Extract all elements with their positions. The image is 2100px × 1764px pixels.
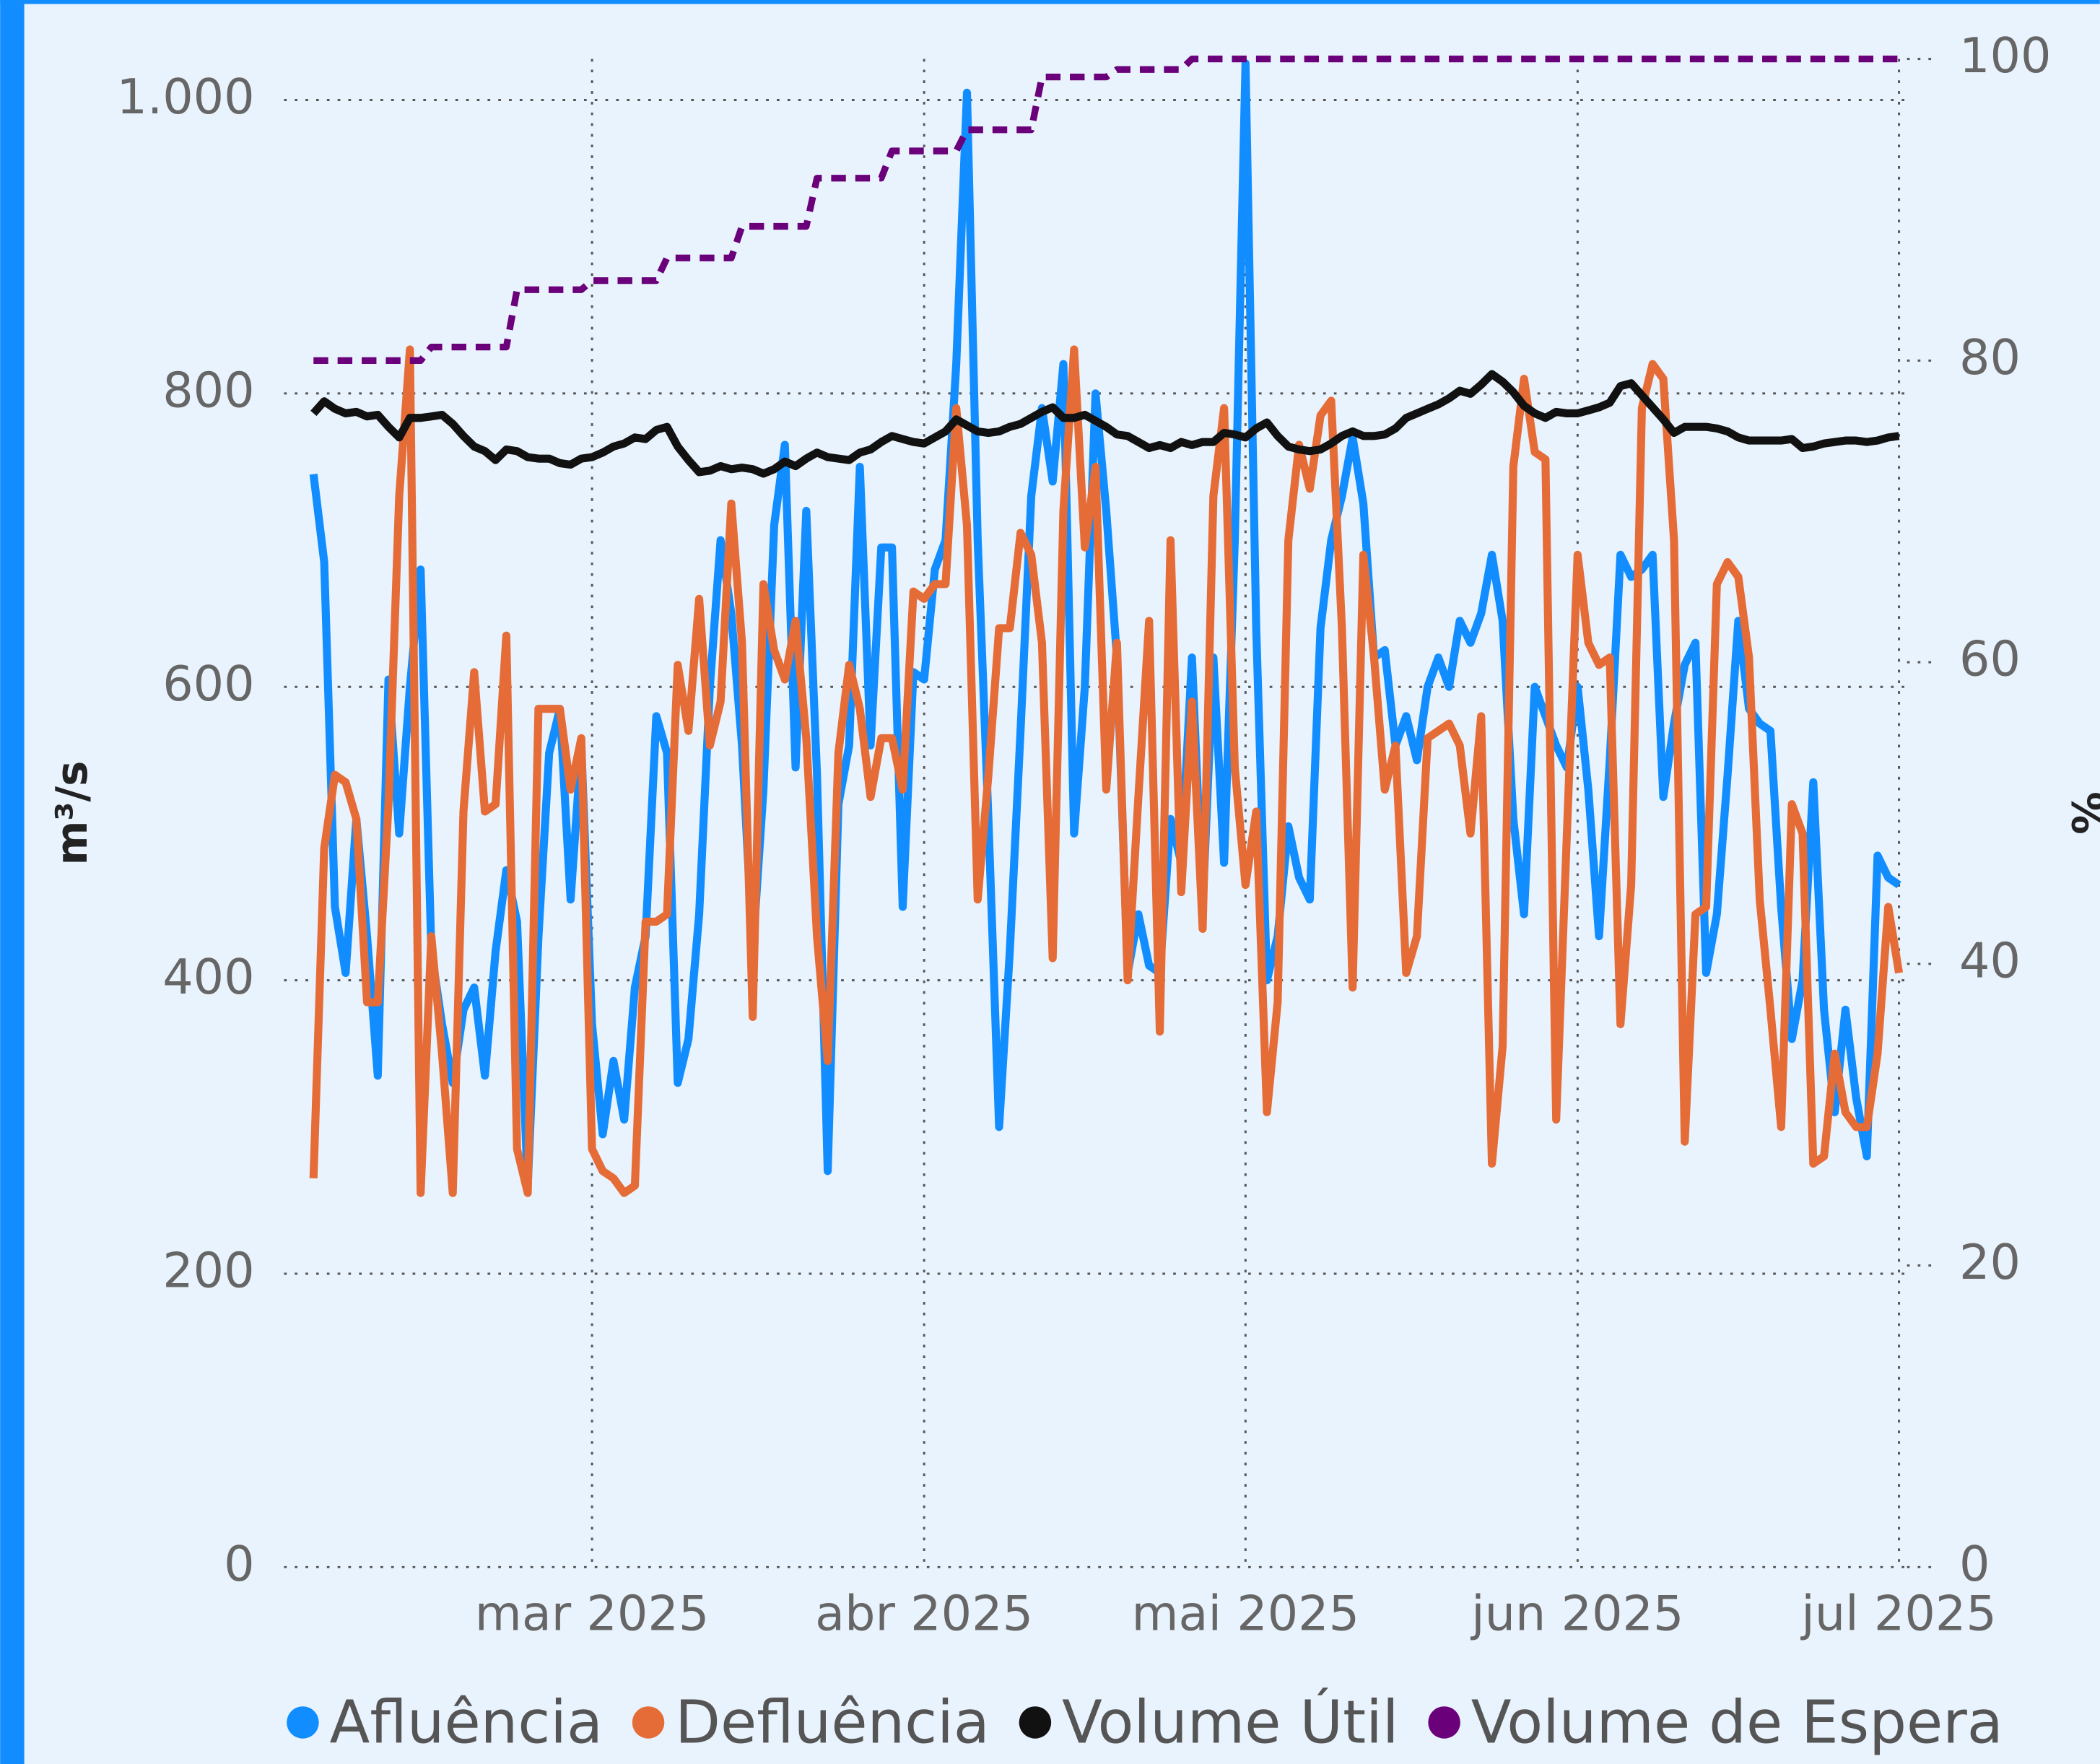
y-tick-label: 800: [162, 362, 254, 418]
x-tick-label: abr 2025: [815, 1585, 1033, 1641]
y-tick-label: 0: [224, 1536, 254, 1592]
y-tick-label: 1.000: [117, 69, 255, 125]
legend-marker: [632, 1706, 665, 1739]
left-border: [0, 0, 25, 1764]
x-tick-label: mar 2025: [475, 1585, 710, 1641]
legend-marker: [1019, 1706, 1052, 1739]
y-axis-title: m³/s: [47, 761, 97, 866]
y-tick-label: 600: [162, 656, 254, 712]
series-line: [313, 55, 1899, 364]
series-line: [309, 345, 1904, 1197]
legend-label: Defluência: [675, 1689, 990, 1758]
x-tick-label: mai 2025: [1132, 1585, 1360, 1641]
plot: [309, 55, 1904, 1197]
x-tick-label: jun 2025: [1470, 1585, 1683, 1641]
y2-axis-title: %: [2062, 791, 2100, 834]
legend-label: Volume Útil: [1062, 1687, 1399, 1758]
legend-marker: [287, 1706, 319, 1739]
y-tick-label: 200: [162, 1243, 254, 1299]
legend-label: Afluência: [330, 1689, 603, 1758]
y2-tick-label: 20: [1959, 1234, 2021, 1290]
top-border: [0, 0, 2100, 4]
y2-tick-label: 100: [1959, 27, 2051, 84]
y2-tick-label: 0: [1959, 1536, 1990, 1592]
y2-tick-label: 80: [1959, 329, 2021, 386]
legend: Afluência Defluência Volume Útil Volume de …: [287, 1687, 2003, 1758]
series-line: [310, 370, 1900, 478]
y2-tick-label: 40: [1959, 932, 2021, 989]
legend-label: Volume de Espera: [1471, 1689, 2003, 1758]
y-tick-label: 400: [162, 949, 254, 1005]
x-tick-label: jul 2025: [1800, 1585, 1997, 1641]
legend-marker: [1428, 1706, 1460, 1739]
y2-tick-label: 60: [1959, 631, 2021, 687]
